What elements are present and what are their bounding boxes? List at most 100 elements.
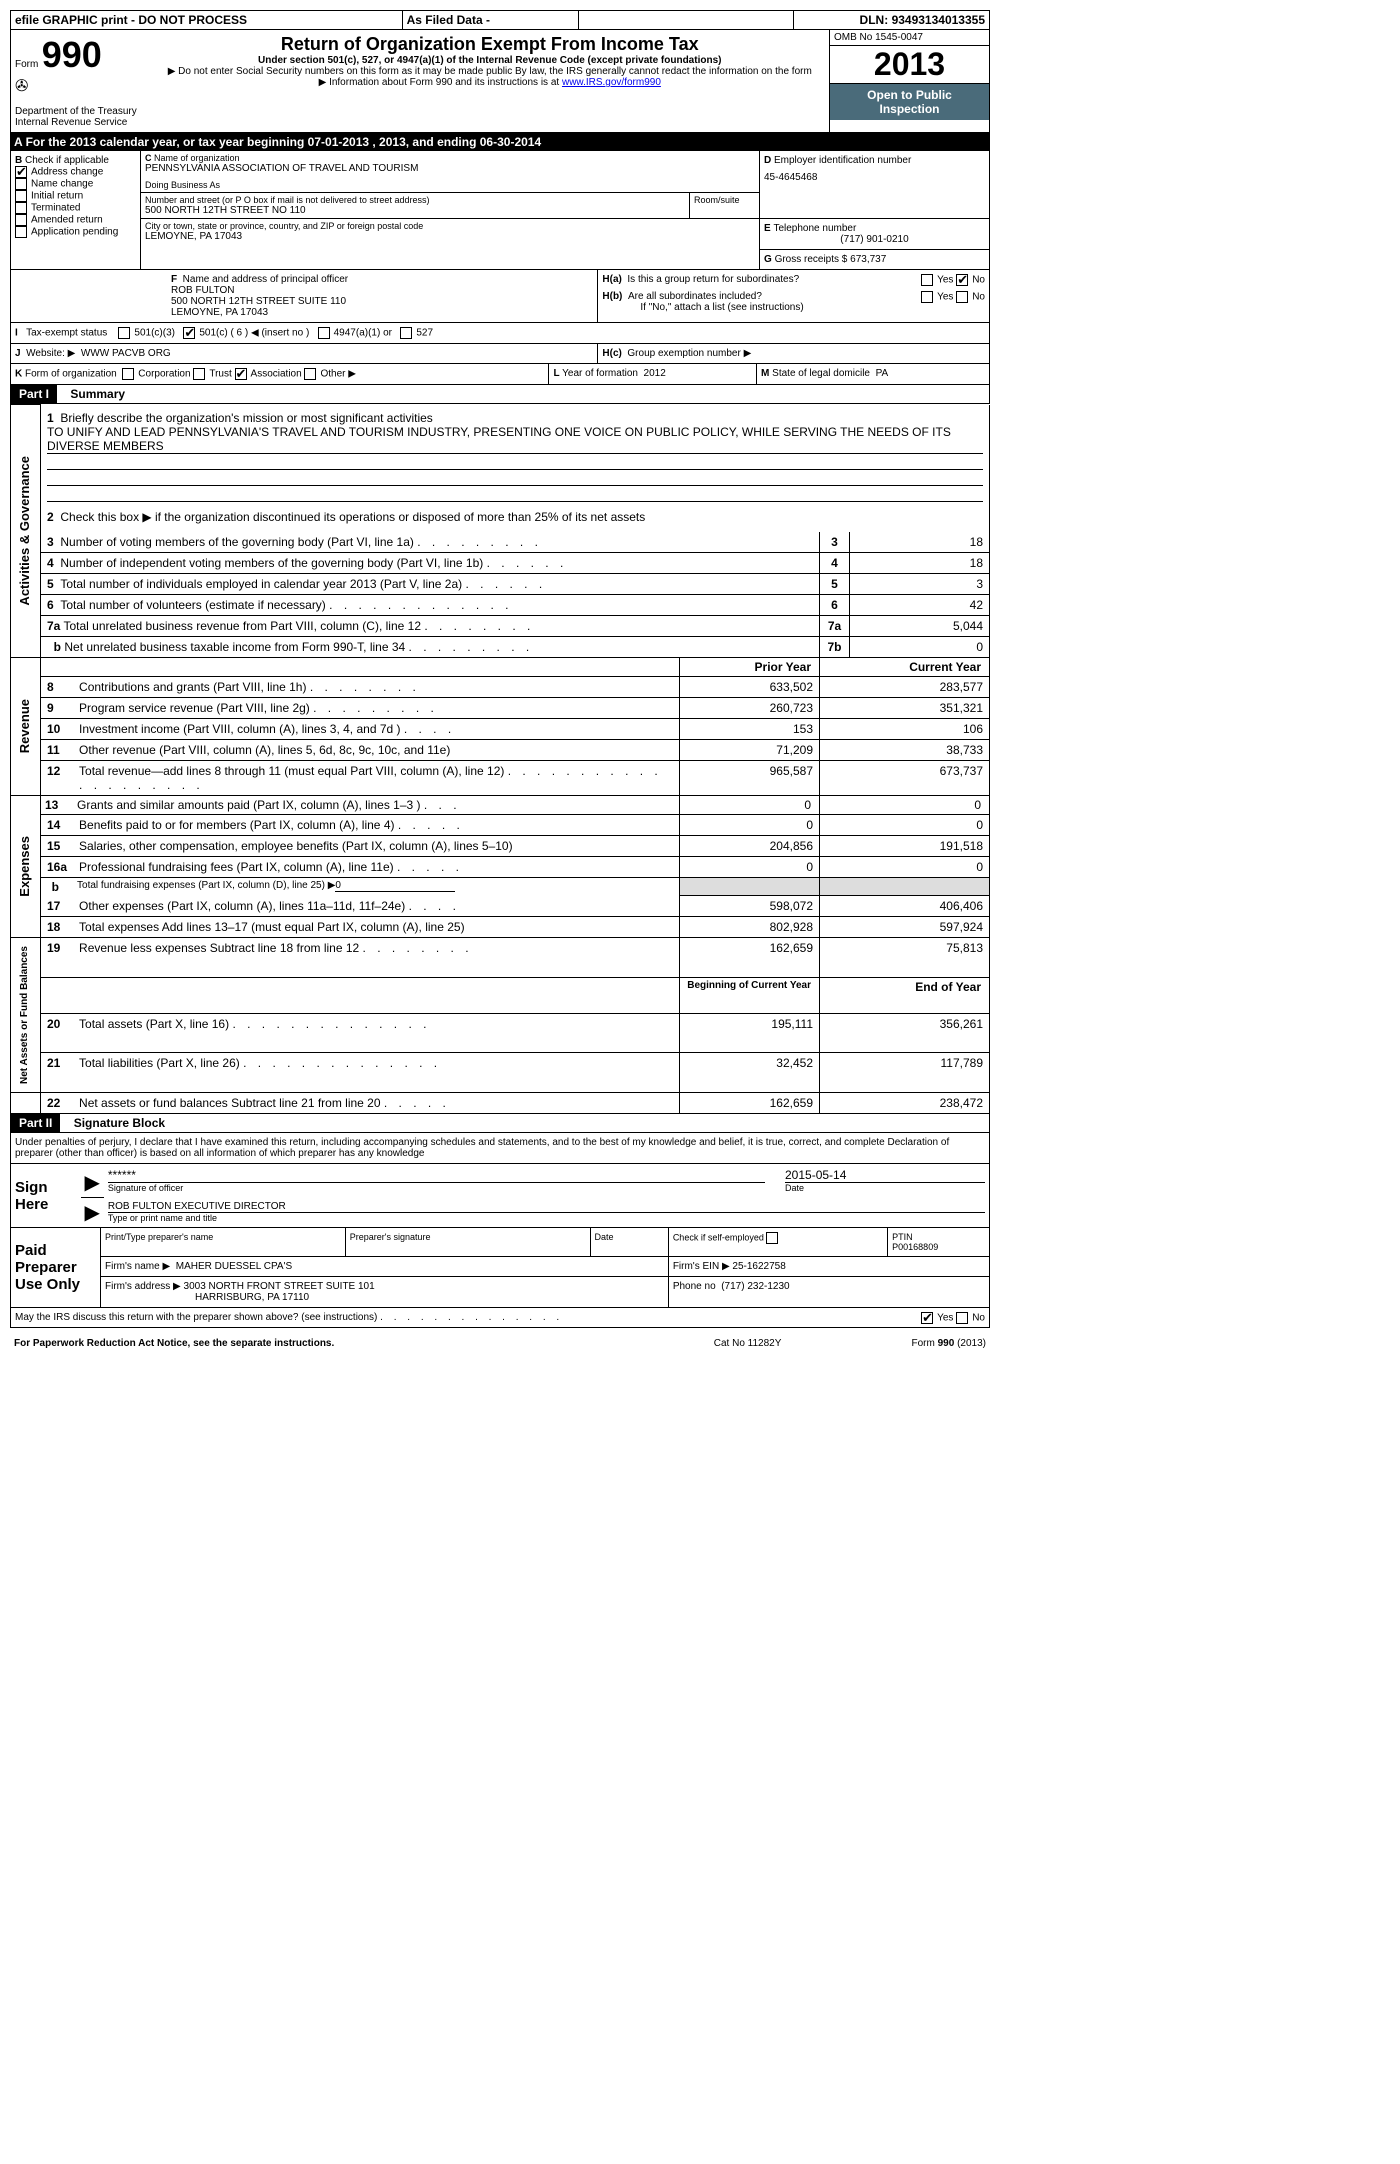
ein: 45-4645468 — [764, 172, 985, 183]
form-subtitle: Under section 501(c), 527, or 4947(a)(1)… — [155, 55, 826, 66]
efile-notice: efile GRAPHIC print - DO NOT PROCESS — [11, 11, 403, 30]
name-change-checkbox[interactable] — [15, 178, 27, 190]
l12-current: 673,737 — [820, 760, 990, 795]
amended-checkbox[interactable] — [15, 214, 27, 226]
l5-value: 3 — [850, 573, 990, 594]
firm-phone: (717) 232-1230 — [721, 1281, 789, 1292]
website: WWW PACVB ORG — [81, 348, 171, 359]
l20-current: 356,261 — [820, 1013, 990, 1053]
gross-receipts: 673,737 — [850, 254, 886, 265]
l17-prior: 598,072 — [680, 896, 820, 917]
app-pending-checkbox[interactable] — [15, 226, 27, 238]
other-checkbox[interactable] — [304, 368, 316, 380]
l4-value: 18 — [850, 552, 990, 573]
state-domicile: PA — [876, 368, 889, 379]
trust-checkbox[interactable] — [193, 368, 205, 380]
corp-checkbox[interactable] — [122, 368, 134, 380]
ha-yes-checkbox[interactable] — [921, 274, 933, 286]
row-a: A For the 2013 calendar year, or tax yea… — [10, 133, 990, 151]
klm-block: K Form of organization Corporation Trust… — [10, 364, 990, 385]
side-activities: Activities & Governance — [15, 451, 34, 611]
initial-return-checkbox[interactable] — [15, 190, 27, 202]
l3-value: 18 — [850, 532, 990, 553]
signature-block: Sign Here ▶ ****** Signature of officer … — [10, 1164, 990, 1228]
l8-prior: 633,502 — [680, 676, 820, 697]
firm-ein: 25-1622758 — [732, 1261, 785, 1272]
l15-current: 191,518 — [820, 835, 990, 856]
l18-prior: 802,928 — [680, 917, 820, 938]
dept-treasury: Department of the Treasury — [15, 106, 147, 117]
part-i-header: Part I Summary — [10, 385, 990, 404]
firm-name: MAHER DUESSEL CPA'S — [176, 1261, 292, 1272]
identity-block: B Check if applicable Address change Nam… — [10, 151, 990, 270]
self-employed-checkbox[interactable] — [766, 1232, 778, 1244]
signature-date: 2015-05-14 — [785, 1168, 985, 1183]
assoc-checkbox[interactable] — [235, 368, 247, 380]
l19-prior: 162,659 — [680, 938, 820, 978]
officer-name: ROB FULTON — [171, 285, 593, 296]
501c3-checkbox[interactable] — [118, 327, 130, 339]
l16a-current: 0 — [820, 856, 990, 877]
l8-current: 283,577 — [820, 676, 990, 697]
l9-current: 351,321 — [820, 697, 990, 718]
side-expenses: Expenses — [15, 831, 34, 902]
l10-prior: 153 — [680, 718, 820, 739]
mission-text: TO UNIFY AND LEAD PENNSYLVANIA'S TRAVEL … — [47, 425, 983, 454]
form-title: Return of Organization Exempt From Incom… — [155, 34, 826, 55]
top-bar: efile GRAPHIC print - DO NOT PROCESS As … — [10, 10, 990, 30]
l19-current: 75,813 — [820, 938, 990, 978]
l9-prior: 260,723 — [680, 697, 820, 718]
perjury-statement: Under penalties of perjury, I declare th… — [10, 1132, 990, 1164]
l20-prior: 195,111 — [680, 1013, 820, 1053]
street-address: 500 NORTH 12TH STREET NO 110 — [145, 205, 685, 216]
l11-prior: 71,209 — [680, 739, 820, 760]
terminated-checkbox[interactable] — [15, 202, 27, 214]
l18-current: 597,924 — [820, 917, 990, 938]
city-state-zip: LEMOYNE, PA 17043 — [145, 231, 755, 242]
ptin-value: P00168809 — [892, 1242, 985, 1252]
side-revenue: Revenue — [15, 694, 34, 758]
l15-prior: 204,856 — [680, 835, 820, 856]
org-name: PENNSYLVANIA ASSOCIATION OF TRAVEL AND T… — [145, 163, 755, 174]
discuss-no-checkbox[interactable] — [956, 1312, 968, 1324]
officer-printed-name: ROB FULTON EXECUTIVE DIRECTOR — [108, 1201, 985, 1213]
irs-link[interactable]: www.IRS.gov/form990 — [562, 77, 661, 88]
firm-address2: HARRISBURG, PA 17110 — [105, 1292, 664, 1303]
l10-current: 106 — [820, 718, 990, 739]
hb-yes-checkbox[interactable] — [921, 291, 933, 303]
firm-address1: 3003 NORTH FRONT STREET SUITE 101 — [184, 1281, 375, 1292]
form-number: 990 — [42, 34, 102, 75]
asfiled: As Filed Data - — [402, 11, 578, 30]
officer-signature: ****** — [108, 1168, 765, 1183]
footer: For Paperwork Reduction Act Notice, see … — [10, 1336, 990, 1351]
form-header: Form 990 ✇ Department of the Treasury In… — [10, 30, 990, 133]
address-change-checkbox[interactable] — [15, 166, 27, 178]
l7a-value: 5,044 — [850, 615, 990, 636]
discuss-row: May the IRS discuss this return with the… — [10, 1308, 990, 1328]
discuss-yes-checkbox[interactable] — [921, 1312, 933, 1324]
year-formation: 2012 — [644, 368, 666, 379]
dln: DLN: 93493134013355 — [794, 11, 990, 30]
l22-current: 238,472 — [820, 1093, 990, 1114]
cat-no: Cat No 11282Y — [671, 1336, 823, 1351]
officer-block: F Name and address of principal officer … — [10, 270, 990, 323]
open-inspection: Open to Public Inspection — [830, 84, 989, 120]
527-checkbox[interactable] — [400, 327, 412, 339]
l14-current: 0 — [820, 814, 990, 835]
4947-checkbox[interactable] — [318, 327, 330, 339]
l13-prior: 0 — [680, 795, 820, 814]
hb-no-checkbox[interactable] — [956, 291, 968, 303]
part-ii-header: Part II Signature Block — [10, 1114, 990, 1132]
l6-value: 42 — [850, 594, 990, 615]
l22-prior: 162,659 — [680, 1093, 820, 1114]
l17-current: 406,406 — [820, 896, 990, 917]
irs-label: Internal Revenue Service — [15, 117, 147, 128]
l11-current: 38,733 — [820, 739, 990, 760]
status-block: I Tax-exempt status 501(c)(3) 501(c) ( 6… — [10, 323, 990, 364]
501c-checkbox[interactable] — [183, 327, 195, 339]
ha-no-checkbox[interactable] — [956, 274, 968, 286]
l21-current: 117,789 — [820, 1053, 990, 1093]
tax-year: 2013 — [830, 46, 989, 84]
l14-prior: 0 — [680, 814, 820, 835]
telephone: (717) 901-0210 — [764, 234, 985, 245]
